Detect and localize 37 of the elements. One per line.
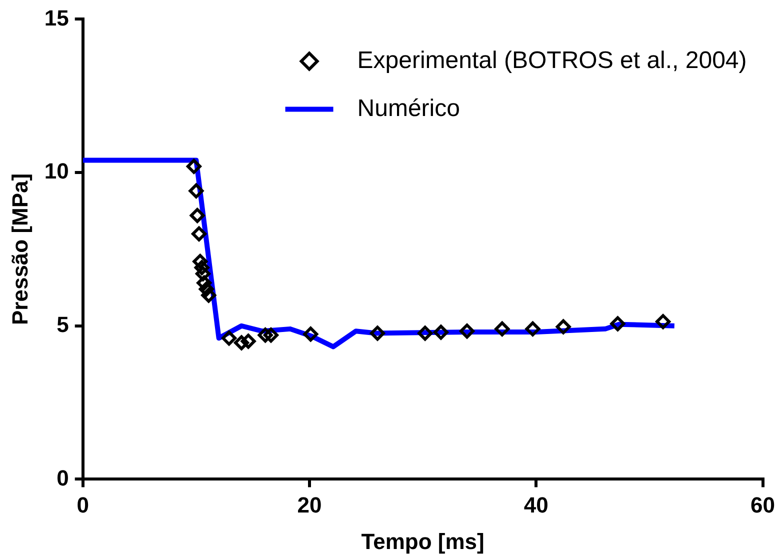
- y-tick-label: 0: [56, 465, 69, 490]
- point: [303, 326, 318, 342]
- point: [556, 319, 571, 334]
- point: [201, 288, 216, 303]
- point: [240, 334, 256, 349]
- x-tick-label: 40: [524, 492, 548, 518]
- x-tick-label: 20: [297, 492, 322, 518]
- x-tick-label: 0: [76, 492, 89, 518]
- y-tick-label: 5: [56, 312, 69, 337]
- point: [190, 208, 205, 223]
- y-axis-title: Pressão [MPa]: [7, 173, 32, 326]
- point: [222, 330, 237, 346]
- point: [610, 316, 626, 332]
- legend-label: Numérico: [357, 94, 460, 122]
- point: [192, 254, 208, 269]
- point: [525, 321, 540, 336]
- point: [186, 158, 202, 174]
- x-tick-label: 60: [750, 492, 776, 518]
- point: [195, 266, 210, 282]
- point: [433, 324, 448, 340]
- point: [196, 275, 212, 290]
- point: [460, 324, 475, 339]
- point: [194, 260, 210, 276]
- point: [258, 328, 273, 343]
- point: [198, 282, 214, 297]
- legend-label: Experimental (BOTROS et al., 2004): [357, 46, 747, 74]
- point: [188, 183, 204, 198]
- point: [370, 326, 385, 341]
- point: [656, 314, 671, 330]
- point: [263, 328, 278, 343]
- point: [418, 326, 433, 341]
- y-tick-label: 15: [44, 5, 69, 30]
- x-axis-title: Tempo [ms]: [361, 528, 484, 554]
- point: [234, 335, 250, 350]
- point: [494, 321, 510, 336]
- y-tick-label: 10: [44, 158, 69, 184]
- point: [192, 226, 207, 242]
